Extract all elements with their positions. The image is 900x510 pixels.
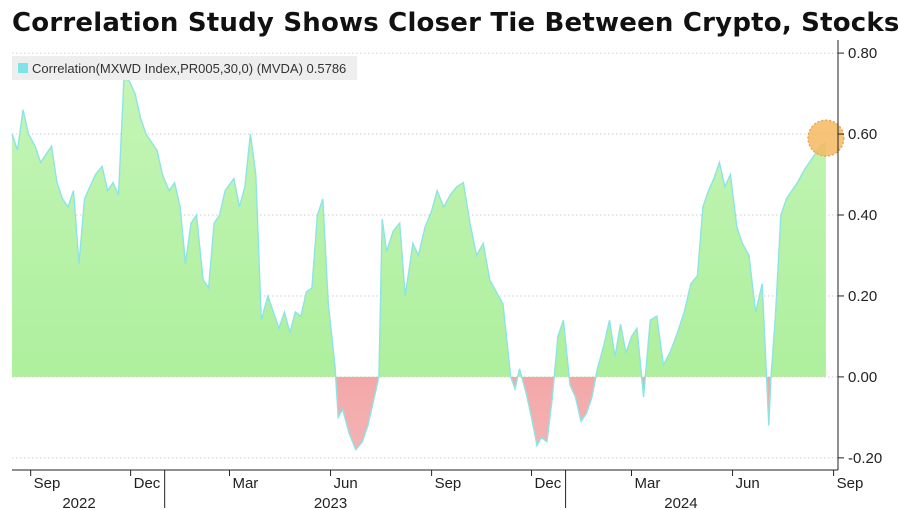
legend: Correlation(MXWD Index,PR005,30,0) (MVDA… bbox=[12, 56, 357, 80]
x-year-label: 2022 bbox=[62, 495, 95, 510]
y-tick-label: -0.20 bbox=[848, 450, 882, 467]
x-tick-label: Mar bbox=[635, 475, 661, 492]
legend-background bbox=[12, 56, 357, 80]
tick-labels: -0.20 0.00 0.20 0.40 0.60 0.80 Sep Dec Mar Jun Sep… bbox=[34, 45, 883, 510]
x-tick-label: Jun bbox=[334, 475, 358, 492]
x-tick-label: Mar bbox=[232, 475, 258, 492]
x-tick-label: Jun bbox=[736, 475, 760, 492]
x-tick-label: Sep bbox=[837, 475, 864, 492]
highlight-circle bbox=[807, 119, 845, 157]
correlation-line bbox=[11, 76, 827, 452]
y-tick-label: 0.80 bbox=[848, 45, 877, 62]
y-tick-label: 0.60 bbox=[848, 126, 877, 143]
x-tick-label: Dec bbox=[134, 475, 161, 492]
legend-label: Correlation(MXWD Index,PR005,30,0) (MVDA… bbox=[32, 61, 346, 76]
positive-area bbox=[12, 77, 826, 377]
y-tick-label: 0.40 bbox=[848, 207, 877, 224]
chart-title: Correlation Study Shows Closer Tie Betwe… bbox=[12, 8, 900, 38]
x-tick-label: Dec bbox=[535, 475, 562, 492]
axes bbox=[12, 40, 844, 508]
y-tick-label: 0.00 bbox=[848, 369, 877, 386]
x-year-label: 2023 bbox=[314, 495, 347, 510]
y-tick-label: 0.20 bbox=[848, 288, 877, 305]
latest-value-highlight bbox=[807, 119, 845, 157]
x-tick-label: Sep bbox=[435, 475, 462, 492]
x-year-label: 2024 bbox=[664, 495, 697, 510]
x-tick-label: Sep bbox=[34, 475, 61, 492]
legend-swatch bbox=[18, 63, 28, 73]
